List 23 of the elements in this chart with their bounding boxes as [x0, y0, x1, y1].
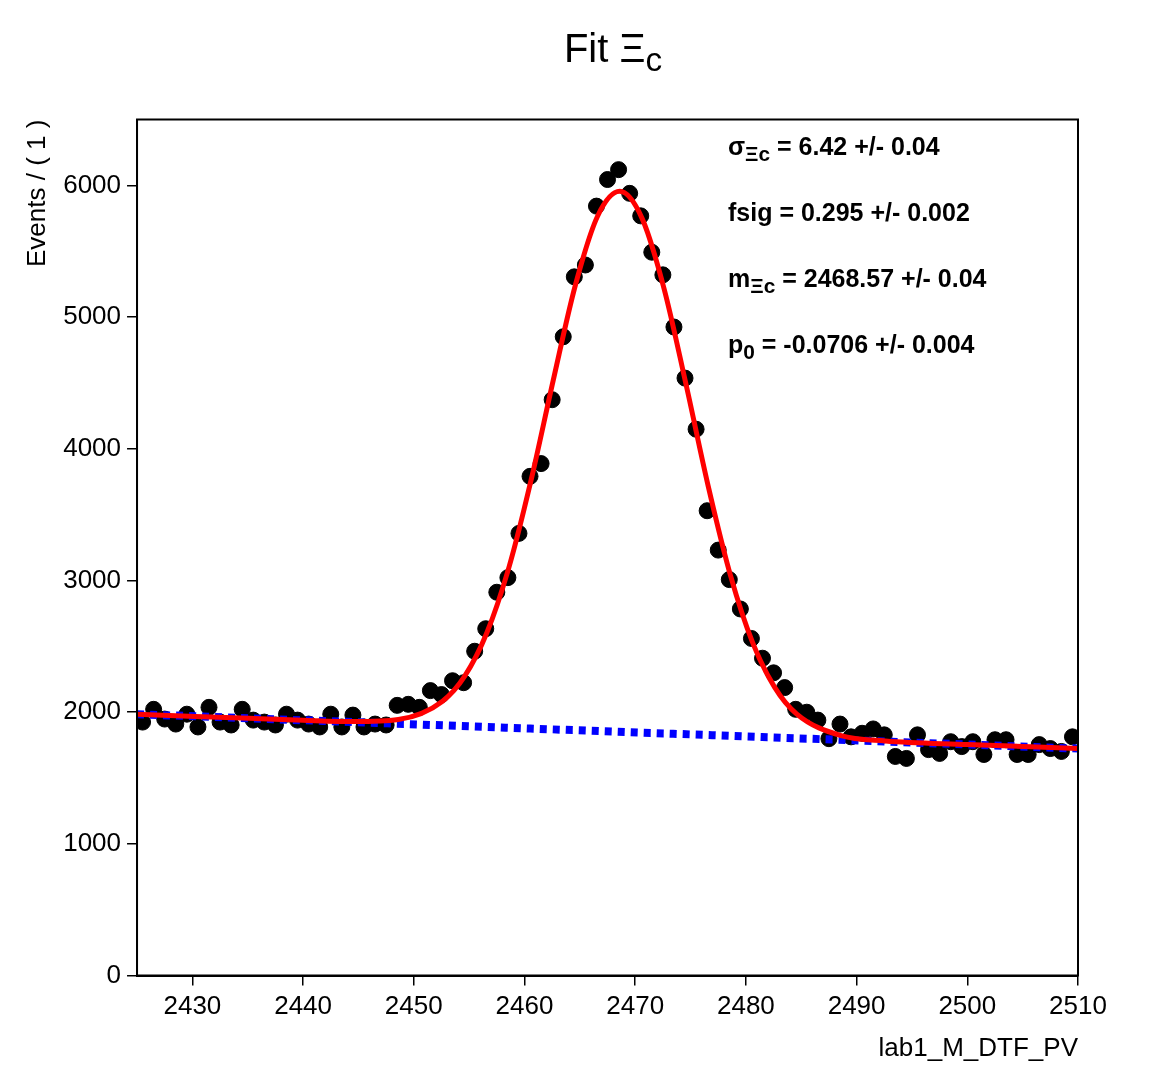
y-tick-label: 5000 — [63, 300, 122, 331]
y-tick-label: 1000 — [63, 827, 122, 858]
x-tick-label: 2450 — [384, 990, 443, 1021]
x-tick-label: 2510 — [1049, 990, 1107, 1021]
x-tick-label: 2460 — [495, 990, 554, 1021]
annotation: m$_{Ξc}$ = 2468.57 +/- 0.04 — [728, 263, 988, 299]
x-tick-label: 2480 — [716, 990, 775, 1021]
x-tick-label: 2490 — [827, 990, 886, 1021]
x-tick-label: 2430 — [163, 990, 222, 1021]
annotation: σ$_{Ξc}$ = 6.42 +/- 0.04 — [728, 131, 941, 167]
chart-title: Fit Ξ$_{c}$ — [562, 25, 664, 80]
y-tick-label: 6000 — [63, 168, 122, 199]
y-tick-label: 3000 — [63, 563, 122, 594]
annotation: fsig = 0.295 +/- 0.002 — [728, 197, 971, 228]
x-axis-title: lab1_M_DTF_PV — [878, 1031, 1079, 1062]
y-axis-title: Events / ( 1 ) — [20, 119, 51, 267]
annotation: p$_{0}$ = -0.0706 +/- 0.004 — [728, 329, 976, 365]
x-tick-label: 2470 — [606, 990, 665, 1021]
y-tick-label: 0 — [106, 958, 122, 989]
x-tick-label: 2500 — [938, 990, 997, 1021]
x-tick-label: 2440 — [274, 990, 333, 1021]
y-tick-label: 4000 — [63, 432, 122, 462]
y-tick-label: 2000 — [63, 695, 122, 726]
